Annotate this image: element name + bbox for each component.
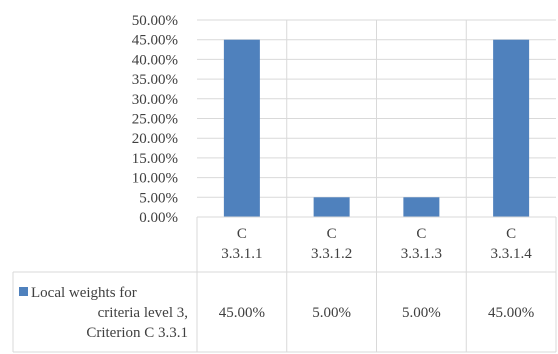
legend-key	[19, 287, 28, 296]
y-tick-label: 35.00%	[132, 72, 178, 88]
y-tick-label: 0.00%	[139, 210, 178, 226]
bars	[223, 39, 530, 218]
data-label: 45.00%	[488, 305, 534, 321]
bar	[223, 39, 260, 218]
y-tick-label: 45.00%	[132, 33, 178, 49]
y-tick-label: 5.00%	[139, 190, 178, 206]
y-tick-label: 15.00%	[132, 151, 178, 167]
y-tick-label: 40.00%	[132, 52, 178, 68]
x-tick-label: C 3.3.1.3	[401, 226, 442, 262]
y-tick-label: 25.00%	[132, 112, 178, 128]
data-table: C 3.3.1.1 C 3.3.1.2 C 3.3.1.3 C 3.3.1.4 Local we…	[12, 20, 557, 353]
data-label: 5.00%	[312, 305, 351, 321]
bar	[403, 197, 440, 217]
y-tick-label: 50.00%	[132, 13, 178, 29]
bar	[313, 197, 350, 217]
y-tick-label: 30.00%	[132, 92, 178, 108]
x-tick-label: C 3.3.1.1	[221, 226, 262, 262]
legend-label: Local weights for criteria level 3, Criter…	[31, 285, 188, 341]
bar	[493, 39, 530, 218]
data-label: 5.00%	[402, 305, 441, 321]
y-axis: 0.00% 5.00% 10.00% 15.00% 20.00% 25.00% 30.00%…	[132, 13, 178, 226]
x-tick-label: C 3.3.1.2	[311, 226, 352, 262]
data-label: 45.00%	[219, 305, 265, 321]
y-tick-label: 20.00%	[132, 131, 178, 147]
x-tick-label: C 3.3.1.4	[491, 226, 533, 262]
y-tick-label: 10.00%	[132, 171, 178, 187]
